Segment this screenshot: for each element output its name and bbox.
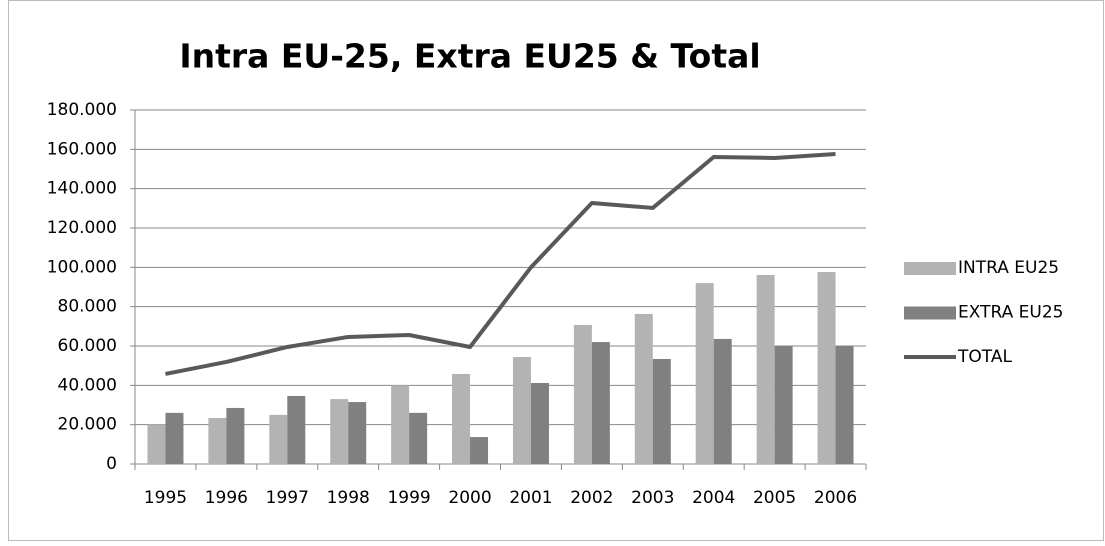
legend-label: TOTAL <box>957 347 1012 367</box>
bar <box>470 437 489 464</box>
bar <box>652 358 671 464</box>
x-tick-label: 2000 <box>448 488 491 508</box>
bar <box>226 407 245 464</box>
chart-title: Intra EU-25, Extra EU25 & Total <box>179 37 760 76</box>
y-tick-label: 80.000 <box>58 297 117 317</box>
bar <box>756 275 775 464</box>
y-tick-label: 60.000 <box>58 336 117 356</box>
x-tick-label: 2001 <box>509 488 552 508</box>
x-tick-label: 1995 <box>144 488 187 508</box>
bar <box>391 385 410 464</box>
bar <box>573 324 592 464</box>
bar <box>452 373 471 464</box>
bar <box>530 382 549 464</box>
bar <box>348 402 367 464</box>
legend-label: INTRA EU25 <box>958 258 1059 278</box>
y-tick-label: 0 <box>106 454 117 474</box>
bar <box>409 412 428 464</box>
bar <box>269 414 288 464</box>
bar <box>147 424 166 464</box>
legend-swatch <box>904 306 956 320</box>
bar <box>835 346 854 464</box>
y-tick-label: 140.000 <box>47 179 117 199</box>
x-tick-label: 2005 <box>753 488 796 508</box>
x-tick-label: 2004 <box>692 488 735 508</box>
bar <box>713 338 732 464</box>
x-tick-label: 1999 <box>387 488 430 508</box>
bar <box>774 346 793 464</box>
x-tick-label: 2003 <box>631 488 674 508</box>
x-tick-label: 2006 <box>814 488 857 508</box>
x-tick-label: 2002 <box>570 488 613 508</box>
legend-swatch <box>904 262 956 275</box>
y-tick-label: 20.000 <box>58 415 117 435</box>
y-tick-label: 120.000 <box>47 218 117 238</box>
x-tick-label: 1998 <box>327 488 370 508</box>
bar <box>634 313 653 464</box>
bar <box>817 272 836 464</box>
x-tick-label: 1997 <box>266 488 309 508</box>
bar <box>512 357 531 464</box>
legend-label: EXTRA EU25 <box>958 303 1063 323</box>
y-tick-label: 40.000 <box>58 375 117 395</box>
bar <box>287 395 306 464</box>
x-tick-label: 1996 <box>205 488 248 508</box>
line <box>165 152 836 376</box>
bar <box>591 342 610 464</box>
y-tick-label: 180.000 <box>47 100 117 120</box>
bar <box>165 412 184 464</box>
y-tick-label: 100.000 <box>47 257 117 277</box>
bar <box>208 417 227 464</box>
bar <box>330 399 349 464</box>
y-tick-label: 160.000 <box>47 139 117 159</box>
bar <box>695 283 714 464</box>
